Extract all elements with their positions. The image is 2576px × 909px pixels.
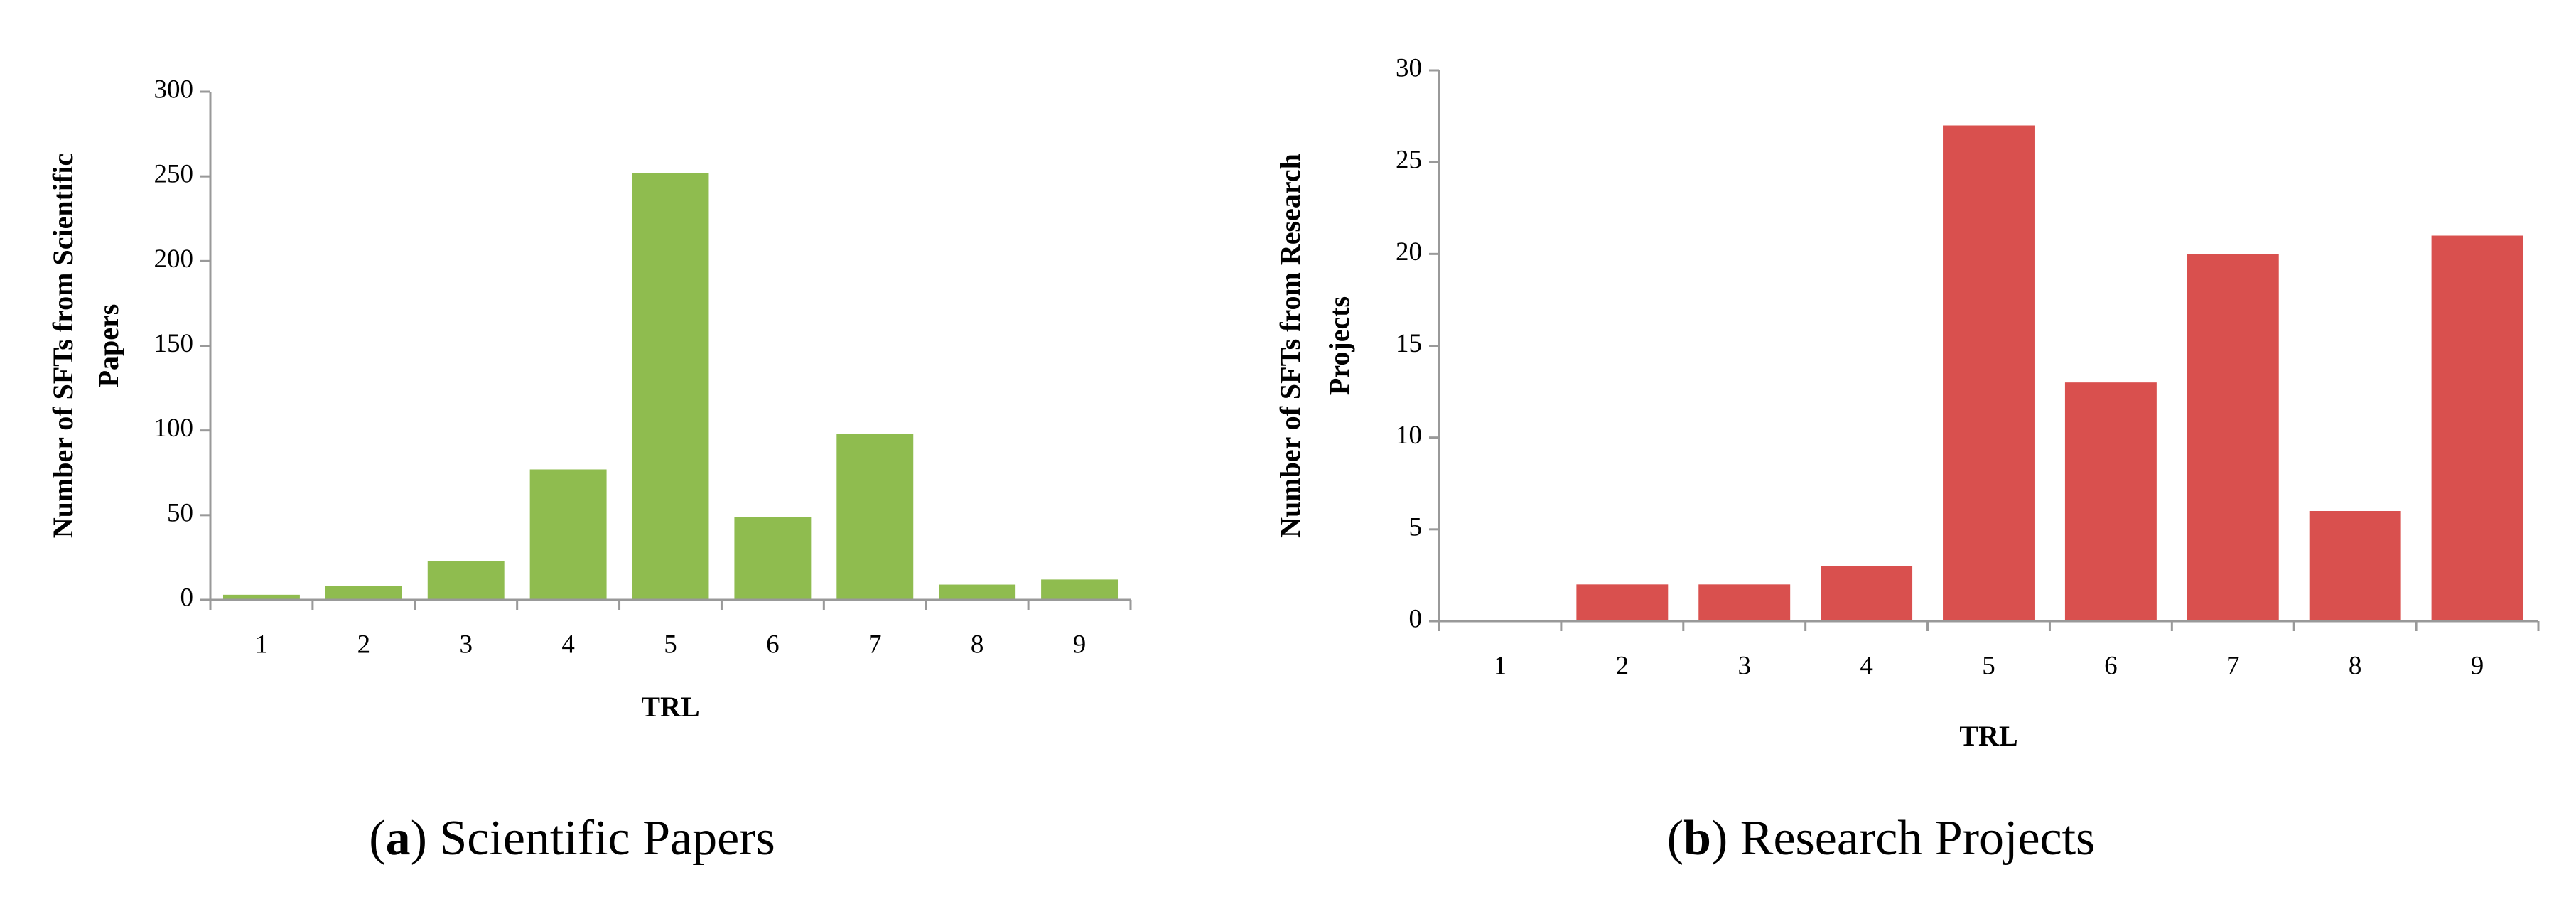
x-tick-label: 9 — [1073, 630, 1087, 659]
y-tick-label: 150 — [154, 329, 194, 358]
bar — [632, 173, 709, 600]
caption-part: ( — [1667, 811, 1683, 866]
bar — [2309, 511, 2401, 621]
x-axis-title: TRL — [1959, 720, 2017, 752]
x-tick-label: 1 — [255, 630, 269, 659]
y-tick-label: 5 — [1409, 512, 1423, 542]
x-tick-label: 2 — [1616, 651, 1629, 680]
y-axis-title: Projects — [1323, 296, 1355, 395]
x-tick-label: 3 — [459, 630, 473, 659]
caption-part: ) Scientific Papers — [411, 811, 775, 866]
x-tick-label: 3 — [1737, 651, 1751, 680]
bar — [2187, 254, 2279, 621]
bar — [325, 586, 402, 600]
bar — [222, 594, 300, 600]
x-tick-label: 5 — [1982, 651, 1995, 680]
x-tick-label: 6 — [2104, 651, 2118, 680]
caption: (a) Scientific Papers — [369, 811, 775, 866]
x-tick-label: 2 — [357, 630, 371, 659]
bar — [1698, 584, 1791, 621]
y-axis-title: Papers — [92, 304, 124, 388]
bar — [1576, 584, 1669, 621]
y-tick-label: 100 — [154, 414, 194, 443]
bar — [939, 584, 1016, 600]
y-tick-label: 0 — [1409, 604, 1423, 633]
x-tick-label: 4 — [1860, 651, 1873, 680]
caption-part: b — [1683, 811, 1711, 866]
y-tick-label: 200 — [154, 244, 194, 274]
x-tick-label: 4 — [561, 630, 575, 659]
y-tick-label: 20 — [1396, 237, 1422, 267]
bar — [734, 517, 812, 600]
bar — [529, 469, 607, 600]
y-tick-label: 10 — [1396, 421, 1422, 450]
y-tick-label: 0 — [180, 583, 194, 612]
bar — [2431, 235, 2523, 621]
x-tick-label: 1 — [1494, 651, 1507, 680]
x-tick-label: 9 — [2471, 651, 2484, 680]
x-axis-title: TRL — [641, 691, 699, 723]
caption-part: a — [386, 811, 411, 866]
y-tick-label: 30 — [1396, 53, 1422, 82]
caption-part: ( — [369, 811, 385, 866]
bar — [1821, 566, 1913, 621]
caption-part: ) Research Projects — [1711, 811, 2095, 866]
x-tick-label: 7 — [868, 630, 882, 659]
y-tick-label: 15 — [1396, 329, 1422, 358]
y-tick-label: 250 — [154, 160, 194, 189]
y-tick-label: 25 — [1396, 146, 1422, 175]
x-tick-label: 7 — [2226, 651, 2240, 680]
bar — [427, 561, 505, 600]
bar — [836, 434, 914, 600]
y-tick-label: 50 — [167, 498, 193, 527]
y-axis-title: Number of SFTs from Research — [1274, 154, 1306, 538]
caption: (b) Research Projects — [1667, 811, 2096, 866]
x-tick-label: 8 — [2349, 651, 2362, 680]
y-axis-title: Number of SFTs from Scientific — [47, 154, 79, 538]
y-tick-label: 300 — [154, 75, 194, 104]
bar — [1041, 579, 1119, 600]
x-tick-label: 8 — [971, 630, 984, 659]
x-tick-label: 5 — [664, 630, 677, 659]
x-tick-label: 6 — [766, 630, 780, 659]
bar — [2064, 382, 2157, 621]
bar — [1943, 125, 2035, 621]
